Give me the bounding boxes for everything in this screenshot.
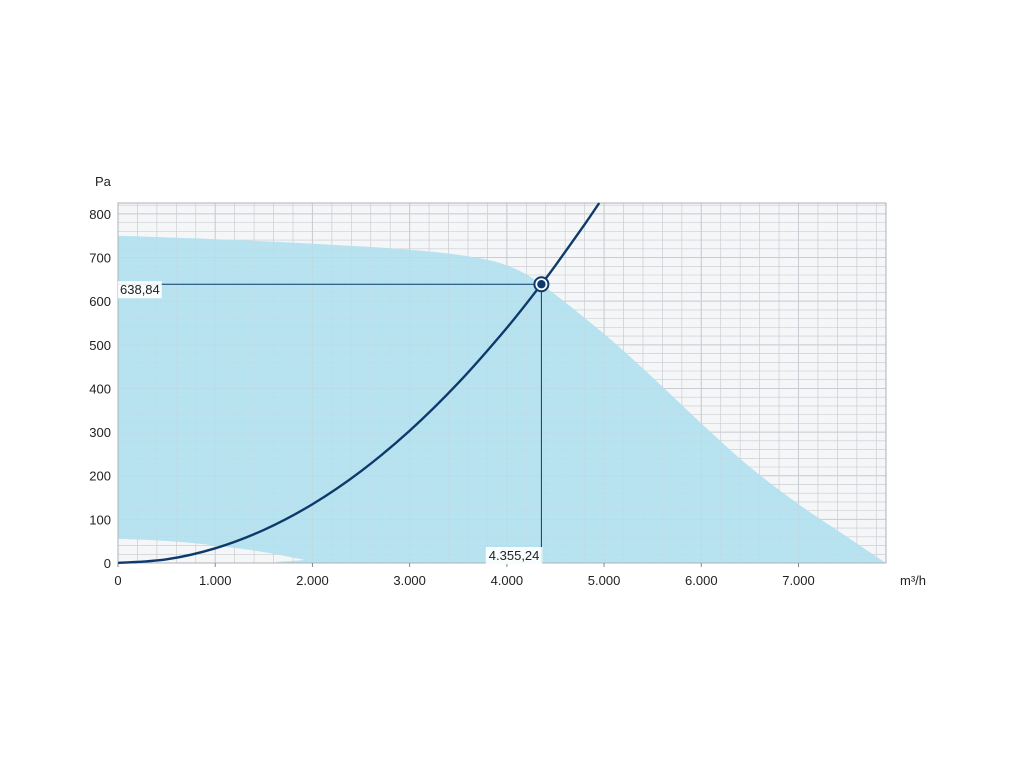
x-tick-label: 6.000 [685,573,718,588]
y-tick-label: 100 [89,512,111,527]
x-tick-label: 7.000 [782,573,815,588]
y-tick-label: 800 [89,207,111,222]
operating-point-x-label-background [485,547,543,564]
y-tick-label: 700 [89,251,111,266]
operating-point-x-value: 4.355,24 [489,548,540,563]
y-axis-label: Pa [95,174,112,189]
x-tick-label: 4.000 [491,573,524,588]
x-axis-label: m³/h [900,573,926,588]
y-tick-label: 500 [89,338,111,353]
x-tick-label: 1.000 [199,573,232,588]
operating-point-x-label: 4.355,24 [485,547,543,564]
operating-area [118,235,886,564]
y-tick-label: 600 [89,294,111,309]
operating-point-y-label: 638,84 [118,281,162,299]
x-axis-ticks: 0 1.000 2.000 3.000 4.000 5.000 6.000 7.000 [114,563,815,588]
operating-point-y-value: 638,84 [120,282,160,297]
y-axis-ticks: 0 100 200 300 400 500 600 700 800 [89,207,111,571]
operating-point-y-label-background [118,281,162,299]
system-curve [117,202,601,565]
y-tick-label: 200 [89,469,111,484]
y-tick-label: 300 [89,425,111,440]
y-tick-label: 400 [89,381,111,396]
grid-overlay [117,203,886,564]
x-tick-label: 2.000 [296,573,329,588]
x-tick-label: 3.000 [393,573,426,588]
x-tick-label: 0 [114,573,121,588]
operating-point-dot [537,280,546,289]
y-tick-label: 0 [104,556,111,571]
x-tick-label: 5.000 [588,573,621,588]
operating-point-marker[interactable] [533,276,550,293]
